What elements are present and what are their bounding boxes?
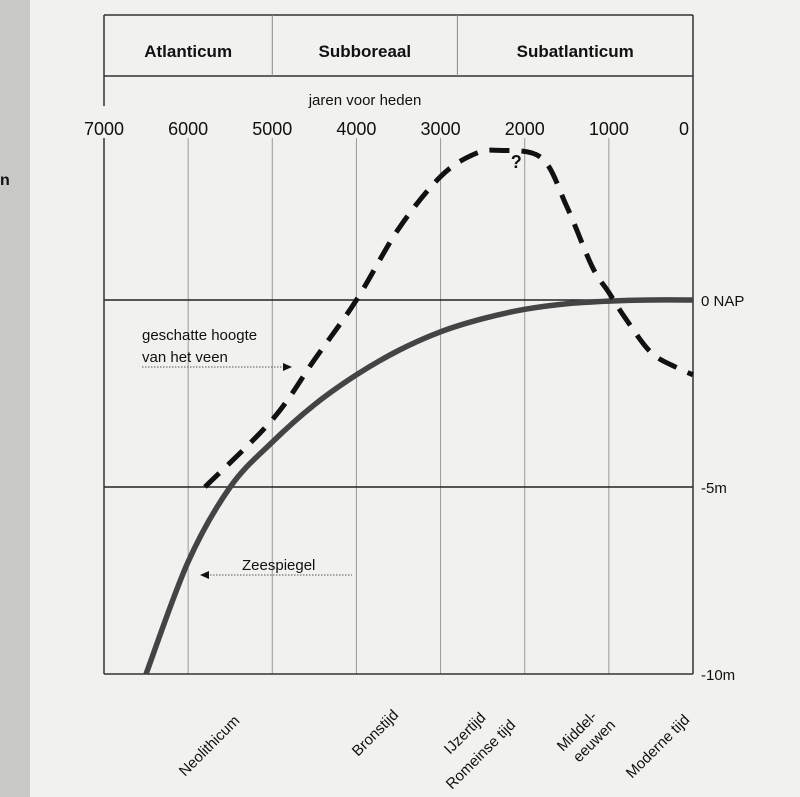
climate-period-label: Subatlanticum [517, 42, 634, 61]
peat-label-line1: geschatte hoogte [142, 327, 257, 344]
y-tick-label: -5m [701, 480, 727, 497]
x-tick-labels: 7000 6000 5000 4000 3000 2000 1000 0 [84, 119, 689, 139]
x-tick-label: 5000 [252, 119, 292, 139]
sea-level-label: Zeespiegel [242, 557, 315, 574]
y-tick-labels: 0 NAP -5m -10m [701, 293, 744, 684]
x-tick-label: 1000 [589, 119, 629, 139]
peat-label-arrow-icon [283, 363, 292, 371]
series-zeespiegel-line [143, 297, 694, 675]
left-margin-strip: n [0, 0, 30, 797]
period-neolithicum: Neolithicum [176, 712, 243, 779]
period-moderne-tijd: Moderne tijd [623, 711, 693, 781]
sea-level-arrow-icon [200, 571, 209, 579]
series [143, 147, 695, 675]
y-tick-label: 0 NAP [701, 293, 744, 310]
climate-period-label: Atlanticum [144, 42, 232, 61]
paper-background [30, 0, 800, 797]
chart-frame [103, 14, 694, 675]
climate-period-label: Subboreaal [319, 42, 412, 61]
x-tick-label: 4000 [336, 119, 376, 139]
x-tick-label: 6000 [168, 119, 208, 139]
uncertainty-question-mark: ? [511, 152, 522, 172]
x-tick-label: 3000 [421, 119, 461, 139]
y-tick-label: -10m [701, 667, 735, 684]
x-axis-label: jaren voor heden [308, 92, 422, 109]
x-tick-label: 0 [679, 119, 689, 139]
period-bronstijd: Bronstijd [349, 707, 402, 760]
peat-label-line2: van het veen [142, 349, 228, 366]
x-tick-label: 2000 [505, 119, 545, 139]
annotations: ? geschatte hoogte van het veen Zeespieg… [142, 152, 522, 579]
grid [104, 138, 693, 674]
cultural-period-labels: Neolithicum Bronstijd IJzertijd Romeinse… [176, 707, 693, 793]
climate-period-header: Atlanticum Subboreaal Subatlanticum [144, 15, 634, 76]
series-veen-dashed-line [203, 147, 695, 489]
x-tick-label: 7000 [84, 119, 124, 139]
side-text: n [0, 172, 10, 189]
